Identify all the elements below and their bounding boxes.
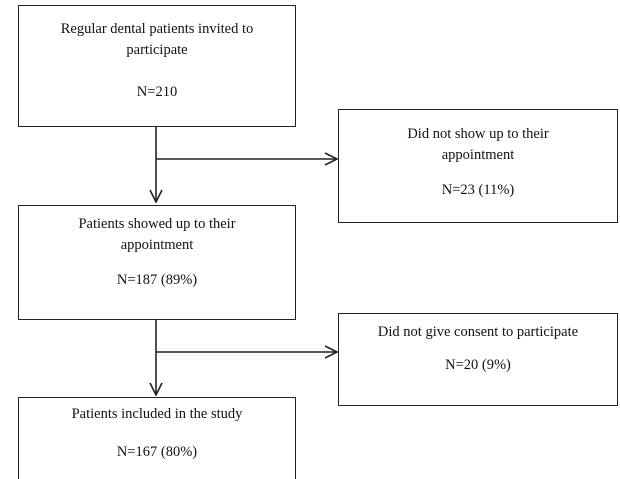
no-consent-box: Did not give consent to participate N=20…	[338, 313, 618, 406]
showed-up-count: N=187 (89%)	[116, 272, 198, 288]
invited-box: Regular dental patients invited to parti…	[18, 5, 296, 127]
invited-count: N=210	[136, 84, 178, 100]
no-consent-count: N=20 (9%)	[445, 357, 511, 373]
showed-up-box: Patients showed up to their appointment …	[18, 205, 296, 320]
no-show-count: N=23 (11%)	[441, 182, 515, 198]
included-box: Patients included in the study N=167 (80…	[18, 397, 296, 479]
invited-title: Regular dental patients invited to parti…	[60, 21, 254, 58]
no-show-title: Did not show up to their appointment	[407, 126, 549, 163]
showed-up-title: Patients showed up to their appointment	[78, 216, 236, 253]
no-consent-title: Did not give consent to participate	[377, 324, 579, 340]
included-count: N=167 (80%)	[116, 444, 198, 460]
no-show-box: Did not show up to their appointment N=2…	[338, 109, 618, 223]
included-title: Patients included in the study	[71, 406, 243, 422]
